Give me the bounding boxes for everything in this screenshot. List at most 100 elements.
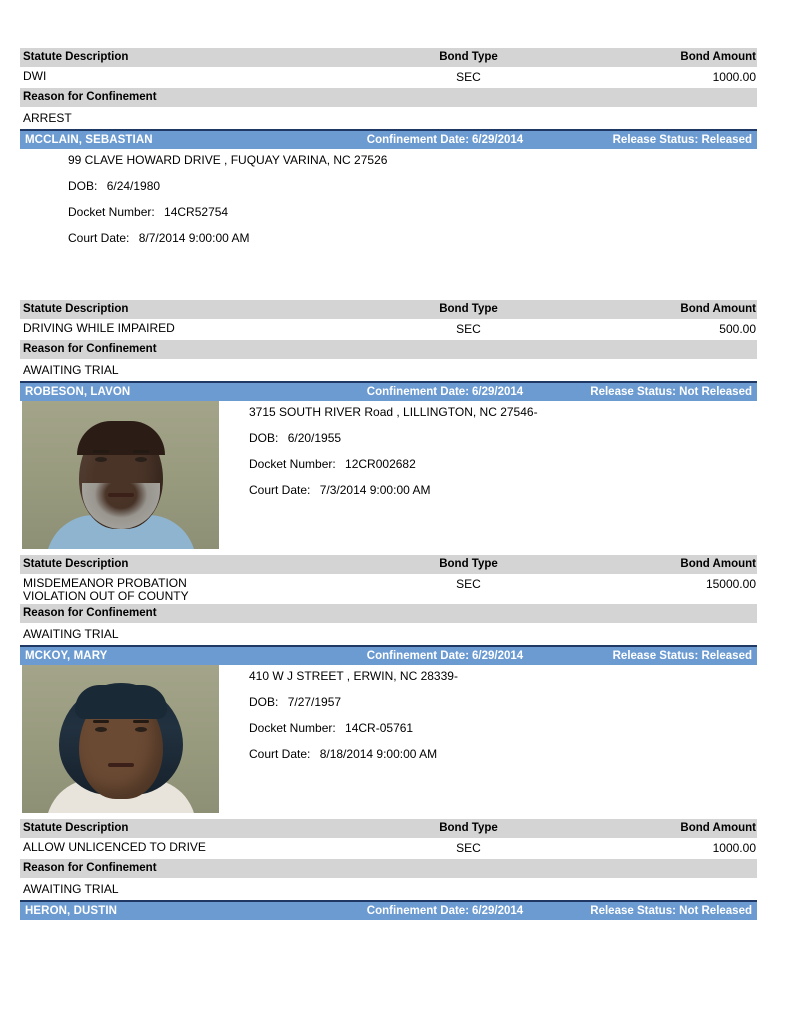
mugshot-brow-left <box>92 720 109 723</box>
confinement-date-label: Confinement Date: <box>366 905 470 917</box>
release-status-value: Not Released <box>679 905 752 917</box>
column-header-statute: Statute Description <box>23 303 129 315</box>
column-header-statute: Statute Description <box>23 822 129 834</box>
column-header-bond-type: Bond Type <box>439 558 498 570</box>
column-header-statute: Statute Description <box>23 51 129 63</box>
mugshot-brow-right <box>132 450 149 453</box>
charge-data-row: MISDEMEANOR PROBATION VIOLATION OUT OF CO… <box>20 574 757 604</box>
inmate-dob: DOB: 6/24/1980 <box>68 179 757 193</box>
inmate-docket-number-label: Docket Number: <box>249 457 336 471</box>
release-status-label: Release Status: <box>590 905 676 917</box>
inmate-court-date-value: 7/3/2014 9:00:00 AM <box>319 483 431 497</box>
charge-header-row: Statute Description Bond Type Bond Amount <box>20 555 757 574</box>
bond-type-value: SEC <box>456 577 481 591</box>
report-content: Statute Description Bond Type Bond Amount D… <box>20 48 757 920</box>
inmate-address-value: 3715 SOUTH RIVER Road , LILLINGTON, NC 2… <box>249 405 538 419</box>
column-header-bond-amount: Bond Amount <box>680 51 756 63</box>
bond-amount-value: 1000.00 <box>712 841 756 855</box>
inmate-docket-number: Docket Number: 14CR52754 <box>68 205 757 219</box>
inmate-address-value: 99 CLAVE HOWARD DRIVE , FUQUAY VARINA, N… <box>68 153 388 167</box>
release-status-value: Released <box>701 650 752 662</box>
inmate-address: 410 W J STREET , ERWIN, NC 28339- <box>249 669 757 683</box>
mugshot-hair-front <box>74 685 167 719</box>
inmate-court-date-label: Court Date: <box>68 231 130 245</box>
confinement-date: Confinement Date: 6/29/2014 <box>330 134 560 146</box>
inmate-court-date-value: 8/7/2014 9:00:00 AM <box>138 231 250 245</box>
release-status: Release Status: Released <box>560 134 757 146</box>
confinement-date: Confinement Date: 6/29/2014 <box>330 650 560 662</box>
mugshot-eye-right <box>134 727 147 732</box>
inmate-dob: DOB: 6/20/1955 <box>249 431 757 445</box>
inmate-name: ROBESON, LAVON <box>25 386 131 398</box>
inmate-dob-label: DOB: <box>249 431 279 445</box>
inmate-name-bar[interactable]: MCCLAIN, SEBASTIAN Confinement Date: 6/29/… <box>20 129 757 149</box>
inmate-court-date: Court Date: 8/18/2014 9:00:00 AM <box>249 747 757 761</box>
confinement-date-value: 6/29/2014 <box>472 650 524 662</box>
statute-description-value: DRIVING WHILE IMPAIRED <box>20 322 376 335</box>
inmate-dob: DOB: 7/27/1957 <box>249 695 757 709</box>
confinement-date-label: Confinement Date: <box>366 650 470 662</box>
mugshot-hair <box>76 421 165 455</box>
inmate-dob-label: DOB: <box>68 179 98 193</box>
column-header-bond-type: Bond Type <box>439 51 498 63</box>
confinement-date-value: 6/29/2014 <box>472 386 524 398</box>
release-status-value: Released <box>701 134 752 146</box>
charge-header-row: Statute Description Bond Type Bond Amount <box>20 300 757 319</box>
inmate-fields: 410 W J STREET , ERWIN, NC 28339- DOB: 7/… <box>219 665 757 761</box>
bond-amount-value: 15000.00 <box>705 577 756 591</box>
column-header-statute: Statute Description <box>23 558 129 570</box>
statute-description-value: DWI <box>20 70 376 83</box>
inmate-dob-value: 6/24/1980 <box>106 179 161 193</box>
inmate-fields: 99 CLAVE HOWARD DRIVE , FUQUAY VARINA, N… <box>20 149 757 245</box>
inmate-docket-number-value: 12CR002682 <box>345 457 416 471</box>
charge-data-row: DRIVING WHILE IMPAIRED SEC 500.00 <box>20 319 757 340</box>
confinement-date-label: Confinement Date: <box>366 134 470 146</box>
inmate-mugshot-photo <box>22 401 219 549</box>
confinement-date-value: 6/29/2014 <box>472 134 524 146</box>
inmate-name: MCCLAIN, SEBASTIAN <box>25 134 153 146</box>
statute-description-value: MISDEMEANOR PROBATION VIOLATION OUT OF CO… <box>20 577 376 602</box>
column-header-bond-amount: Bond Amount <box>680 558 756 570</box>
release-status-label: Release Status: <box>612 650 699 662</box>
reason-value: ARREST <box>20 107 757 129</box>
statute-description-line: DRIVING WHILE IMPAIRED <box>23 321 175 335</box>
inmate-detail-block: 99 CLAVE HOWARD DRIVE , FUQUAY VARINA, N… <box>20 149 757 245</box>
mugshot-brow-left <box>92 450 109 453</box>
inmate-court-date: Court Date: 7/3/2014 9:00:00 AM <box>249 483 757 497</box>
inmate-docket-number-value: 14CR52754 <box>164 205 229 219</box>
inmate-detail-block: 410 W J STREET , ERWIN, NC 28339- DOB: 7/… <box>20 665 757 813</box>
confinement-date: Confinement Date: 6/29/2014 <box>330 905 560 917</box>
inmate-name-bar[interactable]: ROBESON, LAVON Confinement Date: 6/29/2014… <box>20 381 757 401</box>
bond-amount-value: 1000.00 <box>712 70 756 84</box>
mugshot-eye-right <box>134 457 147 462</box>
mugshot-brow-right <box>132 720 149 723</box>
inmate-detail-block: 3715 SOUTH RIVER Road , LILLINGTON, NC 2… <box>20 401 757 549</box>
column-header-bond-type: Bond Type <box>439 822 498 834</box>
inmate-docket-number: Docket Number: 12CR002682 <box>249 457 757 471</box>
inmate-dob-label: DOB: <box>249 695 279 709</box>
release-status-value: Not Released <box>679 386 752 398</box>
mugshot-eye-left <box>94 457 107 462</box>
inmate-name-bar[interactable]: HERON, DUSTIN Confinement Date: 6/29/2014 R… <box>20 900 757 920</box>
charge-data-row: DWI SEC 1000.00 <box>20 67 757 88</box>
release-status: Release Status: Not Released <box>560 905 757 917</box>
bond-amount-value: 500.00 <box>719 322 756 336</box>
inmate-docket-number-value: 14CR-05761 <box>345 721 414 735</box>
inmate-mugshot-photo <box>22 665 219 813</box>
inmate-address-value: 410 W J STREET , ERWIN, NC 28339- <box>249 669 458 683</box>
confinement-date: Confinement Date: 6/29/2014 <box>330 386 560 398</box>
inmate-name: MCKOY, MARY <box>25 650 108 662</box>
confinement-date-value: 6/29/2014 <box>472 905 524 917</box>
statute-description-line: ALLOW UNLICENCED TO DRIVE <box>23 840 206 854</box>
release-status-label: Release Status: <box>590 386 676 398</box>
reason-header: Reason for Confinement <box>20 340 757 359</box>
inmate-court-date-label: Court Date: <box>249 483 311 497</box>
statute-description-line: MISDEMEANOR PROBATION <box>23 576 187 590</box>
charge-header-row: Statute Description Bond Type Bond Amount <box>20 48 757 67</box>
statute-description-value: ALLOW UNLICENCED TO DRIVE <box>20 841 376 854</box>
bond-type-value: SEC <box>456 322 481 336</box>
reason-value: AWAITING TRIAL <box>20 878 757 900</box>
inmate-name-bar[interactable]: MCKOY, MARY Confinement Date: 6/29/2014 Rel… <box>20 645 757 665</box>
reason-value: AWAITING TRIAL <box>20 623 757 645</box>
